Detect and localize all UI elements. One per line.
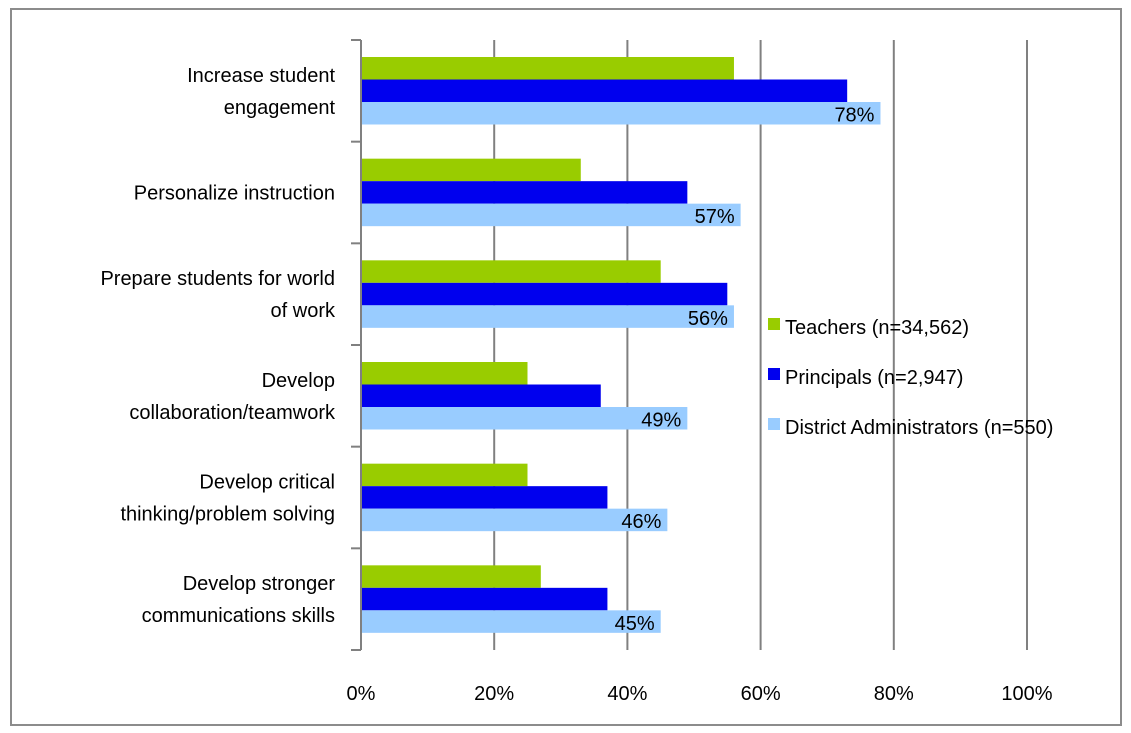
bar bbox=[361, 610, 661, 633]
category-label: Develop stronger communications skills bbox=[142, 573, 336, 627]
bar bbox=[361, 79, 848, 102]
x-tick-label: 0% bbox=[347, 683, 376, 705]
x-tick-label: 100% bbox=[1001, 683, 1052, 705]
bars bbox=[361, 57, 881, 633]
legend-swatch bbox=[768, 318, 780, 330]
x-tick-label: 20% bbox=[474, 683, 514, 705]
axes bbox=[351, 39, 362, 651]
bar bbox=[361, 203, 741, 227]
legend-label: District Administrators (n=550) bbox=[785, 417, 1053, 439]
chart-frame bbox=[10, 8, 1122, 726]
data-label: 49% bbox=[641, 410, 681, 432]
legend-label: Teachers (n=34,562) bbox=[785, 317, 969, 339]
bar bbox=[361, 305, 734, 328]
data-label: 78% bbox=[834, 105, 874, 127]
bar bbox=[361, 102, 881, 125]
bar bbox=[361, 384, 601, 407]
bar bbox=[361, 362, 528, 385]
legend-swatch bbox=[768, 368, 780, 380]
x-tick-label: 40% bbox=[607, 683, 647, 705]
bar bbox=[361, 158, 581, 182]
legend: Teachers (n=34,562) Principals (n=2,947) D… bbox=[768, 317, 1053, 439]
category-label: Prepare students for world of work bbox=[100, 268, 336, 322]
data-label: 46% bbox=[621, 511, 661, 533]
data-label: 45% bbox=[615, 613, 655, 635]
bar bbox=[361, 57, 734, 80]
bar bbox=[361, 587, 608, 611]
category-label: Personalize instruction bbox=[134, 183, 335, 205]
bar bbox=[361, 407, 688, 430]
x-tick-label: 60% bbox=[741, 683, 781, 705]
category-label: Develop critical thinking/problem solving bbox=[120, 472, 335, 526]
labels: 0% 20% 40% 60% 80% 100% 78% Increase student eng… bbox=[100, 65, 1052, 705]
bar bbox=[361, 565, 541, 588]
legend-label: Principals (n=2,947) bbox=[785, 367, 963, 389]
gridlines bbox=[493, 40, 1028, 650]
bar bbox=[361, 181, 688, 204]
category-label: Develop collaboration/teamwork bbox=[129, 370, 336, 424]
legend-swatch bbox=[768, 418, 780, 430]
bar bbox=[361, 260, 661, 283]
data-label: 56% bbox=[688, 308, 728, 330]
category-label: Increase student engagement bbox=[187, 65, 335, 119]
bar bbox=[361, 282, 728, 306]
bar bbox=[361, 463, 528, 487]
data-label: 57% bbox=[695, 206, 735, 228]
bar bbox=[361, 508, 668, 532]
bar bbox=[361, 486, 608, 509]
x-tick-label: 80% bbox=[874, 683, 914, 705]
